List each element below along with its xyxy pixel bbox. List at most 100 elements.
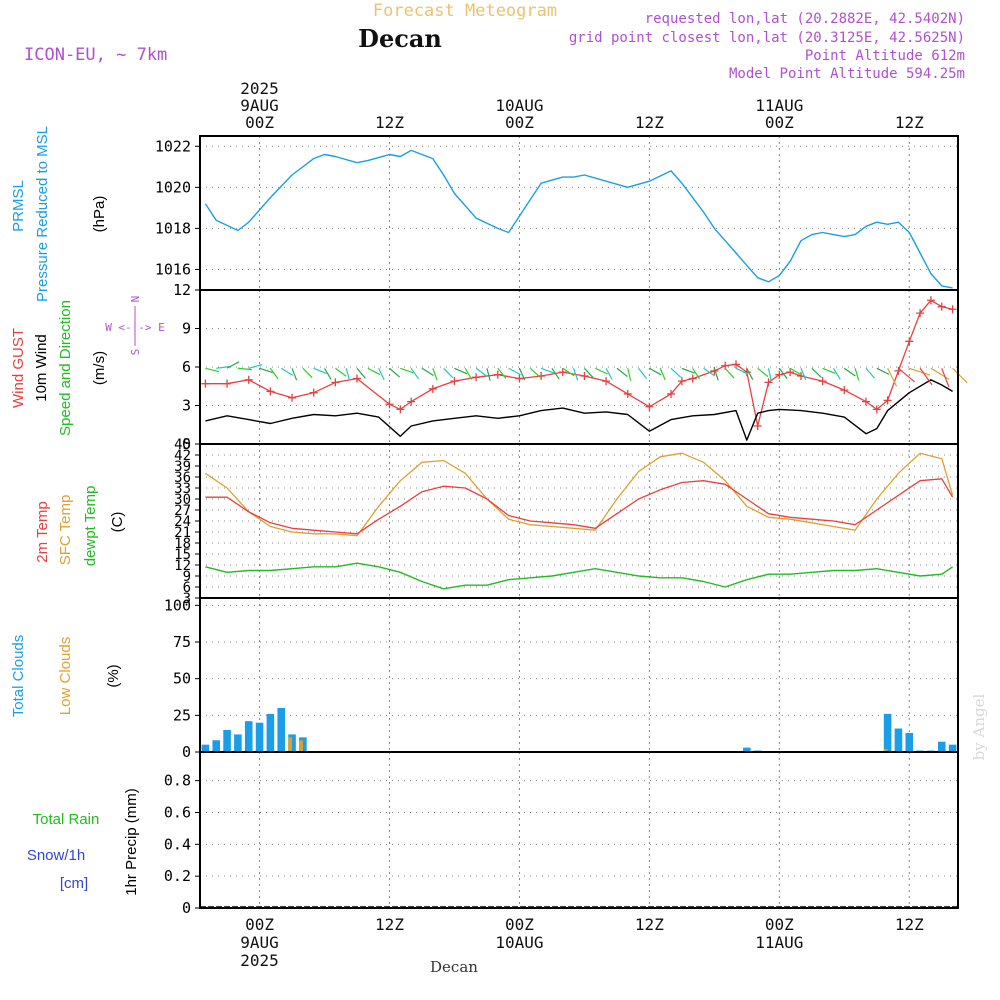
wind-arrow [583, 367, 594, 379]
bottom-time-label: 2025 [240, 951, 279, 970]
watermark: by Angel [970, 693, 988, 760]
wind-arrow [356, 367, 366, 379]
wind-arrow [822, 367, 836, 374]
pressure-ytick-label: 1022 [155, 137, 191, 155]
bottom-time-label: 00Z [765, 915, 794, 934]
total-cloud-bar [266, 713, 275, 752]
temperature-ytick-label: 42 [174, 448, 191, 464]
total-cloud-bar [244, 721, 253, 752]
low-cloud-bar [883, 749, 888, 752]
wind-ytick-label: 6 [182, 358, 191, 376]
wind-arrow [367, 367, 381, 376]
wind-arrow [713, 368, 719, 381]
wind-arrow [767, 368, 772, 381]
wind-arrow [919, 367, 933, 386]
pressure-ytick-label: 1016 [155, 260, 191, 278]
top-time-label: 10AUG [495, 96, 543, 115]
prmsl-line [204, 149, 953, 289]
wind-arrow [594, 367, 608, 375]
wind-arrow [259, 367, 273, 374]
wind-arrow [518, 368, 526, 381]
gust-marker [645, 402, 654, 411]
pressure-ytick-label: 1020 [155, 178, 191, 196]
temperature-ytick-label: 24 [174, 514, 191, 530]
wind-label-speed: Speed and Direction [57, 300, 74, 436]
gust-marker [266, 387, 275, 396]
temperature-ytick-label: 33 [174, 481, 191, 497]
precip-label-cm: [cm] [60, 875, 88, 892]
temperature-ytick-label: 12 [174, 558, 191, 574]
temp-unit: (C) [109, 512, 126, 533]
bottom-time-label: 00Z [505, 915, 534, 934]
wind-arrow [540, 367, 555, 374]
data-layer [200, 149, 968, 908]
bottom-time-label: 12Z [375, 915, 404, 934]
wind-arrow [887, 368, 898, 387]
wind-arrow [843, 367, 856, 377]
wind-label-gust: Wind GUST [10, 328, 27, 408]
top-time-label: 00Z [245, 113, 274, 132]
compass-north: N [129, 296, 142, 303]
wind-arrow [681, 367, 695, 374]
gust-marker [201, 379, 210, 388]
top-time-label: 11AUG [755, 96, 803, 115]
pressure-label-prmsl: PRMSL [10, 180, 27, 232]
precip-ytick-label: 0.2 [164, 867, 191, 885]
wind-arrow [443, 367, 454, 379]
wind-arrow [269, 367, 279, 380]
gust-marker [493, 370, 502, 379]
wind-arrow [551, 367, 560, 380]
wind-arrow [746, 368, 754, 380]
wind-arrow [302, 367, 313, 379]
precip-frame [199, 751, 959, 909]
cloud-label-low: Low Clouds [57, 637, 74, 715]
wind-arrow [627, 368, 632, 381]
precip-ytick-label: 0.8 [164, 772, 191, 790]
precip-label-rain: Total Rain [33, 811, 100, 828]
wind-arrow [898, 367, 915, 383]
wind-arrow [324, 367, 332, 380]
gust-marker [688, 374, 697, 383]
gust-marker [753, 422, 762, 431]
low-cloud-bar [288, 737, 293, 752]
clouds-ytick-label: 100 [164, 596, 191, 614]
grid-point-coords: grid point closest lon,lat (20.3125E, 42… [569, 30, 965, 46]
wind-arrow [205, 367, 220, 373]
top-time-label: 2025 [240, 79, 279, 98]
wind-arrow [280, 367, 294, 376]
gust-marker [309, 388, 318, 397]
gust-marker [764, 378, 773, 387]
gust-marker [602, 377, 611, 386]
bottom-time-label: 12Z [895, 915, 924, 934]
total-cloud-bar [201, 744, 210, 752]
top-time-label: 12Z [635, 113, 664, 132]
wind-arrow [454, 367, 468, 375]
gust-marker [872, 405, 881, 414]
chart-title: Forecast Meteogram [373, 1, 557, 21]
wind-arrow [800, 368, 807, 381]
model-label: ICON-EU, ~ 7km [24, 45, 167, 65]
wind-unit: (m/s) [91, 351, 108, 385]
bottom-time-label: 10AUG [495, 933, 543, 952]
gust-marker [407, 397, 416, 406]
gust-marker [926, 296, 935, 305]
temperature-ytick-label: 15 [174, 547, 191, 563]
low-cloud-bar [299, 740, 303, 752]
sfc-temp-line [205, 452, 954, 537]
total-cloud-bar [212, 740, 221, 752]
wind-arrow [237, 367, 252, 371]
wind-arrow [865, 367, 876, 379]
gust-marker [580, 371, 589, 380]
gust-marker [244, 375, 253, 384]
gust-marker [710, 366, 719, 375]
temperature-ytick-label: 18 [174, 536, 191, 552]
gust-marker [331, 378, 340, 387]
gust-marker [775, 370, 784, 379]
clouds-ytick-label: 75 [173, 633, 191, 651]
gust-marker [396, 405, 405, 414]
gust-marker [472, 373, 481, 382]
bottom-time-label: 9AUG [240, 933, 279, 952]
gust-marker [667, 389, 676, 398]
pressure-unit: (hPa) [91, 196, 108, 233]
gust-marker [905, 337, 914, 346]
